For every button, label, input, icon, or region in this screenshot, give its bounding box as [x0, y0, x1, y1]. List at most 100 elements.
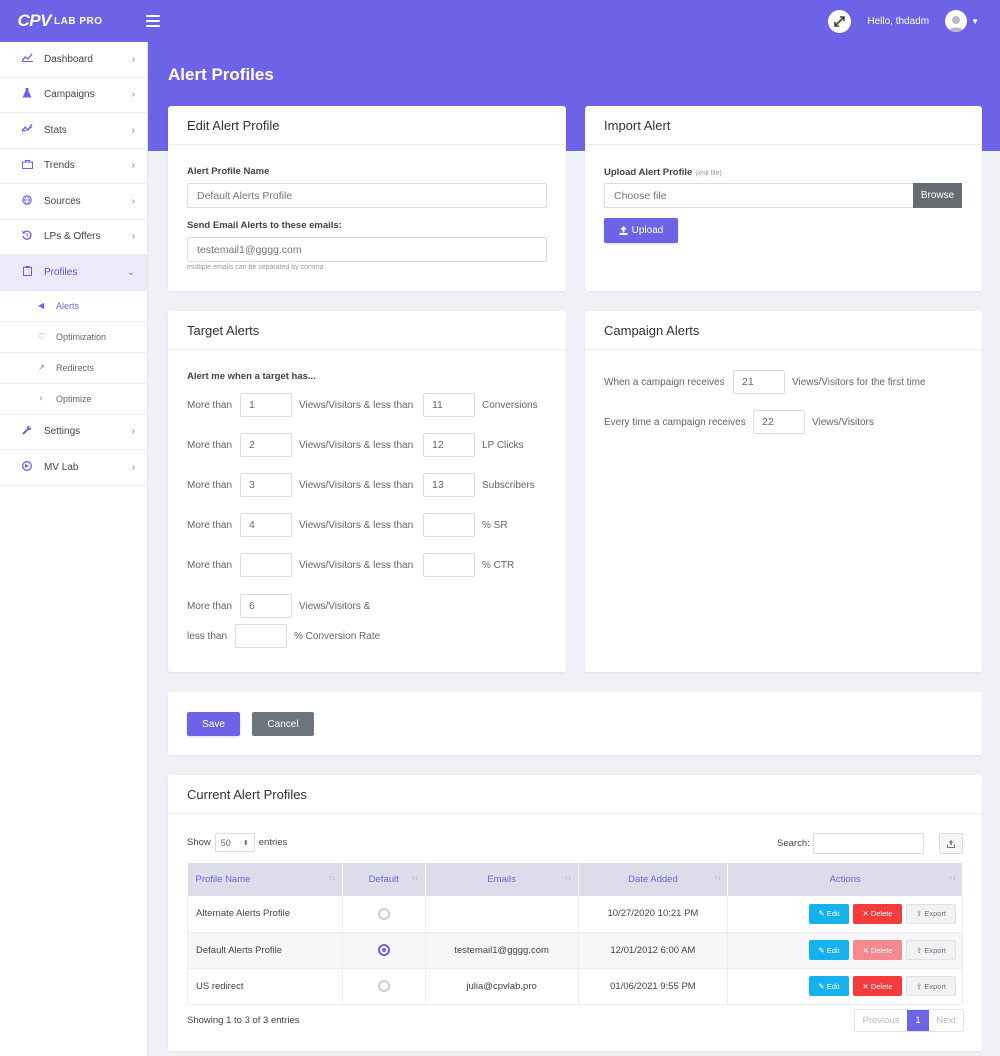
select-arrows-icon: ⬍ — [242, 839, 249, 847]
user-greeting[interactable]: Hello, thdadm — [867, 15, 930, 27]
metric-label: Subscribers — [482, 480, 535, 491]
target-min-input[interactable]: 2 — [240, 433, 292, 457]
history-icon — [21, 230, 33, 243]
campaign-every-views-input[interactable]: 22 — [753, 410, 805, 434]
column-header-label: Date Added — [628, 874, 678, 885]
sidebar-item-settings[interactable]: Settings › — [0, 415, 147, 450]
delete-label: Delete — [870, 945, 893, 955]
edit-label: Edit — [826, 981, 840, 991]
sidebar-item-label: Campaigns — [44, 89, 95, 101]
target-max-input[interactable] — [423, 513, 475, 537]
search-label: Search: — [777, 838, 810, 849]
emails-hint: multiple emails can be separated by comm… — [187, 264, 324, 271]
pagination-page-1[interactable]: 1 — [907, 1010, 929, 1031]
entries-label: entries — [258, 837, 288, 848]
cancel-button[interactable]: Cancel — [252, 712, 314, 736]
chevron-right-icon: › — [131, 231, 135, 243]
fullscreen-icon[interactable] — [828, 9, 852, 33]
file-input[interactable]: Choose file — [604, 183, 914, 208]
edit-profile-title: Edit Alert Profile — [168, 106, 566, 145]
top-bar: CPV LAB PRO Hello, thdadm ▼ — [0, 0, 1000, 42]
export-button[interactable]: ⇪ Export — [906, 940, 956, 960]
chevron-down-icon[interactable]: ▼ — [971, 16, 979, 26]
sidebar-item-stats[interactable]: Stats › — [0, 113, 147, 149]
sidebar-item-sources[interactable]: Sources › — [0, 184, 147, 220]
form-actions-card: Save Cancel — [168, 692, 982, 755]
column-header-date-added[interactable]: Date Added ↑↓ — [578, 863, 729, 896]
logo[interactable]: CPV LAB PRO — [0, 0, 120, 42]
column-header-actions[interactable]: Actions ↑↓ — [727, 863, 963, 896]
target-max-input[interactable] — [423, 553, 475, 577]
delete-button[interactable]: ✕ Delete — [853, 976, 902, 996]
date-cell: 10/27/2020 10:21 PM — [577, 896, 729, 933]
target-min-input[interactable]: 4 — [240, 513, 292, 537]
browse-button[interactable]: Browse — [913, 183, 962, 208]
sidebar-item-mv-lab[interactable]: MV Lab › — [0, 450, 147, 486]
chevron-right-icon: › — [131, 160, 135, 172]
avatar[interactable] — [945, 10, 968, 32]
column-header-default[interactable]: Default ↑↓ — [342, 863, 426, 896]
sidebar-item-label: Dashboard — [44, 53, 93, 65]
edit-label: Edit — [826, 909, 840, 919]
sidebar-item-dashboard[interactable]: Dashboard › — [0, 42, 147, 78]
entries-select[interactable]: 50 ⬍ — [214, 833, 255, 852]
search-input[interactable] — [813, 833, 924, 854]
target-max-input[interactable]: 12 — [423, 433, 475, 457]
save-button[interactable]: Save — [187, 712, 240, 736]
sidebar-item-label: Profiles — [44, 267, 78, 279]
sidebar-item-lps-offers[interactable]: LPs & Offers › — [0, 220, 147, 255]
delete-label: Delete — [870, 981, 893, 991]
target-min-input[interactable]: 1 — [240, 393, 292, 417]
column-header-emails[interactable]: Emails ↑↓ — [425, 863, 579, 896]
delete-button[interactable]: ✕ Delete — [853, 903, 902, 924]
target-max-input[interactable] — [235, 624, 287, 648]
more-than-label: More than — [187, 440, 233, 451]
profile-name-input[interactable]: Default Alerts Profile — [187, 183, 547, 208]
edit-button[interactable]: ✎ Edit — [809, 976, 849, 996]
stats-icon — [20, 123, 33, 136]
export-button[interactable]: ⇪ Export — [906, 903, 956, 924]
column-header-profile-name[interactable]: Profile Name ↑↓ — [187, 863, 343, 896]
more-than-label: More than — [187, 400, 233, 411]
emails-input[interactable]: testemail1@gggg.com — [187, 237, 547, 262]
megaphone-icon: ◀ — [38, 301, 45, 310]
target-max-input[interactable]: 11 — [423, 393, 475, 417]
less-than-label: Views/Visitors & less than — [299, 480, 414, 491]
column-header-label: Actions — [829, 874, 861, 885]
target-min-input[interactable]: 6 — [240, 594, 292, 618]
sidebar-subitem-alerts[interactable]: ◀ Alerts — [0, 291, 147, 322]
sidebar-subitem-optimization[interactable]: ♡ Optimization — [0, 322, 147, 353]
target-max-input[interactable]: 13 — [423, 473, 475, 497]
export-label: Export — [924, 909, 947, 919]
heart-icon: ♡ — [38, 332, 46, 341]
upload-hint: (xml file) — [695, 170, 722, 177]
profiles-table: Profile Name ↑↓ Default ↑↓ Emails ↑↓ Date A… — [187, 863, 963, 1005]
edit-button[interactable]: ✎ Edit — [809, 940, 849, 960]
edit-button[interactable]: ✎ Edit — [809, 903, 849, 924]
sidebar-subitem-optimize[interactable]: ♀ Optimize — [0, 384, 147, 415]
sidebar-item-trends[interactable]: Trends › — [0, 149, 147, 184]
profiles-table-body: Alternate Alerts Profile 10/27/2020 10:21… — [187, 896, 963, 1005]
delete-button[interactable]: ✕ Delete — [853, 940, 902, 960]
pagination-previous[interactable]: Previous — [862, 1015, 900, 1026]
upload-button[interactable]: Upload — [604, 218, 678, 243]
flask-icon — [21, 88, 33, 101]
target-min-input[interactable] — [240, 553, 292, 577]
default-radio[interactable] — [377, 944, 390, 956]
sort-icon: ↑↓ — [411, 875, 419, 882]
pagination-next[interactable]: Next — [936, 1015, 956, 1026]
default-radio[interactable] — [377, 907, 390, 920]
upload-label-group: Upload Alert Profile (xml file) — [604, 166, 722, 178]
edit-profile-card: Edit Alert Profile Alert Profile Name De… — [168, 106, 566, 291]
chevron-down-icon: ⌄ — [126, 267, 135, 279]
export-button[interactable]: ⇪ Export — [906, 976, 956, 996]
sidebar-subitem-redirects[interactable]: ↗ Redirects — [0, 353, 147, 384]
sidebar-item-profiles[interactable]: Profiles ⌄ — [0, 255, 147, 291]
sidebar-item-campaigns[interactable]: Campaigns › — [0, 78, 147, 113]
export-table-button[interactable] — [939, 833, 963, 854]
target-min-input[interactable]: 3 — [240, 473, 292, 497]
actions-cell: ✎ Edit ✕ Delete ⇪ Export — [727, 968, 963, 1005]
default-radio[interactable] — [377, 980, 390, 992]
menu-toggle-icon[interactable] — [146, 15, 160, 27]
campaign-first-views-input[interactable]: 21 — [733, 370, 785, 394]
